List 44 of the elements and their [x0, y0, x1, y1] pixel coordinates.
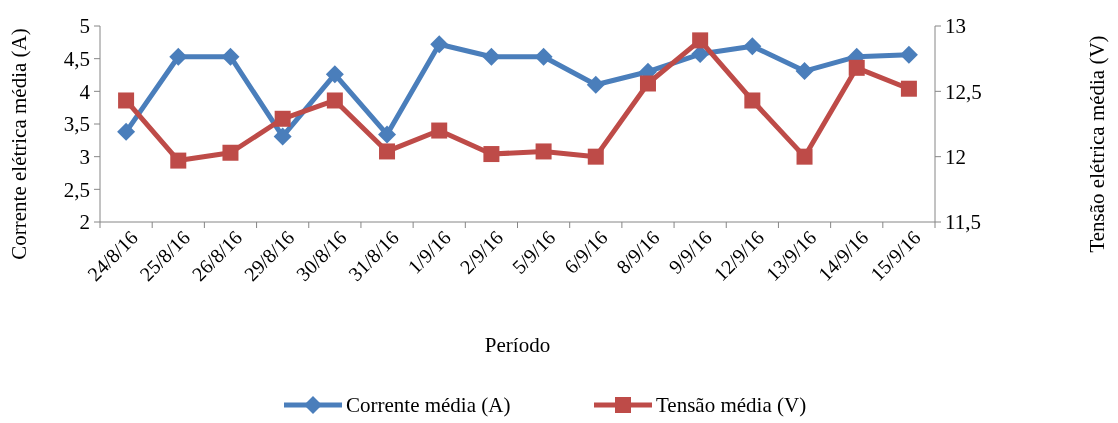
y-tick-label: 3 — [79, 145, 90, 170]
point — [118, 92, 135, 109]
point — [586, 75, 605, 94]
y2-axis-title: Tensão elétrica média (V) — [1085, 35, 1109, 253]
y-axis-title: Corrente elétrica média (A) — [7, 28, 31, 260]
y-tick-label: 4 — [79, 79, 91, 104]
point — [326, 92, 343, 109]
point — [273, 127, 292, 146]
point — [483, 146, 500, 163]
y-tick-label: 2 — [79, 210, 90, 235]
point — [639, 75, 656, 92]
point — [379, 143, 396, 160]
y2-tick-label: 12,5 — [945, 79, 982, 104]
point — [325, 65, 344, 84]
y2-tick-label: 11,5 — [945, 210, 981, 235]
y-tick-label: 2,5 — [63, 177, 90, 202]
y-tick-label: 4,5 — [63, 47, 90, 72]
y2-tick-label: 13 — [945, 14, 966, 39]
point — [378, 125, 397, 144]
point — [534, 47, 553, 66]
y-tick-label: 5 — [79, 14, 90, 39]
legend-label: Tensão média (V) — [656, 393, 807, 418]
point — [431, 122, 448, 139]
point — [744, 92, 761, 109]
point — [796, 148, 813, 165]
point — [795, 62, 814, 81]
point — [170, 152, 187, 169]
point — [274, 110, 291, 127]
point — [900, 80, 917, 97]
point — [482, 47, 501, 66]
point — [117, 122, 136, 141]
y-tick-label: 3,5 — [63, 112, 90, 137]
legend-label: Corrente média (A) — [346, 393, 511, 418]
point — [692, 32, 709, 49]
point — [222, 144, 239, 161]
y2-tick-label: 12 — [945, 145, 966, 170]
point — [848, 59, 865, 76]
point — [169, 47, 188, 66]
point — [430, 35, 449, 54]
point — [221, 47, 240, 66]
point — [743, 37, 762, 56]
point — [587, 148, 604, 165]
x-axis-title: Período — [484, 333, 551, 357]
point — [535, 143, 552, 160]
